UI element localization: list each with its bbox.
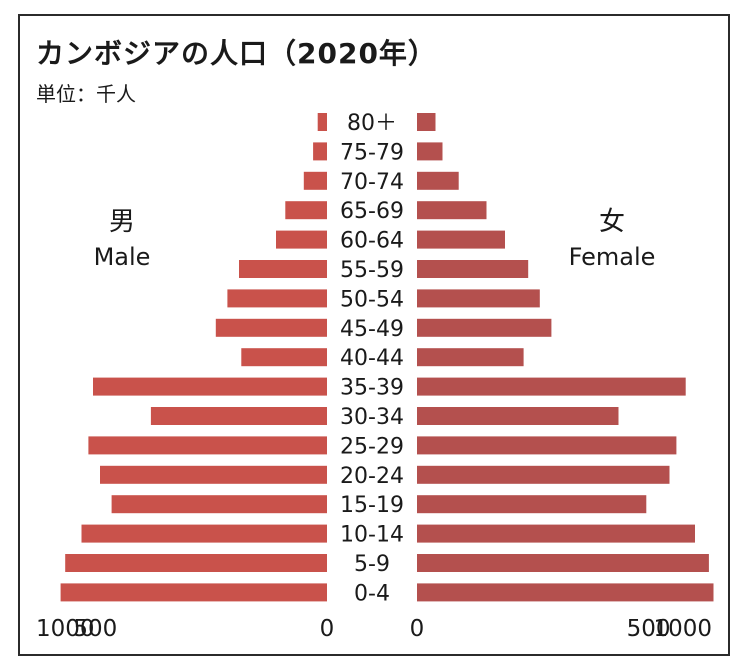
age-group-label: 15-19 xyxy=(340,493,404,518)
male-bar xyxy=(81,524,327,543)
unit-label: 単位：千人 xyxy=(36,82,136,106)
male-bar xyxy=(241,348,327,367)
age-group-label: 40-44 xyxy=(340,346,404,371)
male-bar xyxy=(215,318,327,337)
female-bar xyxy=(417,289,540,308)
female-bar xyxy=(417,583,714,602)
age-group-label: 80＋ xyxy=(347,111,397,136)
male-bar xyxy=(317,113,327,131)
male-bar xyxy=(100,465,327,484)
female-bar xyxy=(417,230,505,249)
female-label-en: Female xyxy=(568,243,656,271)
male-bar xyxy=(227,289,327,308)
age-group-label: 65-69 xyxy=(340,199,404,224)
female-bar xyxy=(417,260,529,278)
male-bar xyxy=(60,583,327,602)
chart-frame xyxy=(18,14,730,656)
male-bar xyxy=(93,377,327,396)
female-bar xyxy=(417,318,552,337)
male-label-en: Male xyxy=(93,243,151,271)
female-bar xyxy=(417,348,524,367)
age-group-label: 60-64 xyxy=(340,229,404,254)
age-group-label: 50-54 xyxy=(340,287,404,312)
male-label: 男 Male xyxy=(84,206,160,272)
age-group-label: 35-39 xyxy=(340,376,404,401)
age-group-label: 5-9 xyxy=(354,552,390,577)
age-group-label: 70-74 xyxy=(340,170,404,195)
female-bar xyxy=(417,465,670,484)
female-axis-tick-label: 1000 xyxy=(653,616,712,642)
male-bar xyxy=(111,495,327,514)
female-bar xyxy=(417,201,487,220)
male-label-jp: 男 xyxy=(108,207,135,237)
female-bar xyxy=(417,171,459,190)
age-group-label: 25-29 xyxy=(340,434,404,459)
female-label-jp: 女 xyxy=(598,207,625,237)
male-bar xyxy=(313,142,327,161)
age-group-label: 75-79 xyxy=(340,140,404,165)
male-axis-tick-label: 500 xyxy=(73,616,117,642)
female-bar xyxy=(417,377,686,396)
age-group-label: 0-4 xyxy=(354,581,390,606)
age-group-label: 55-59 xyxy=(340,258,404,283)
male-bar xyxy=(303,171,327,190)
female-bar xyxy=(417,554,709,572)
age-group-label: 30-34 xyxy=(340,405,404,430)
female-bar xyxy=(417,495,647,514)
male-bar xyxy=(65,554,327,572)
male-bar xyxy=(239,260,327,278)
male-bar xyxy=(150,407,327,425)
age-group-label: 45-49 xyxy=(340,317,404,342)
male-bar xyxy=(276,230,327,249)
age-group-label: 10-14 xyxy=(340,523,404,548)
female-bar xyxy=(417,407,619,425)
male-bar xyxy=(285,201,327,220)
female-label: 女 Female xyxy=(562,206,662,272)
male-bar xyxy=(88,436,328,455)
female-bar xyxy=(417,142,443,161)
female-bar xyxy=(417,524,695,543)
female-bar xyxy=(417,113,436,131)
age-group-label: 20-24 xyxy=(340,464,404,489)
male-axis-tick-label: 0 xyxy=(320,616,335,642)
male-axis-tick-label: 1000 xyxy=(36,616,95,642)
female-axis-tick-label: 500 xyxy=(627,616,671,642)
female-axis-tick-label: 0 xyxy=(410,616,425,642)
female-bar xyxy=(417,436,677,455)
chart-title: カンボジアの人口（2020年） xyxy=(36,37,437,70)
